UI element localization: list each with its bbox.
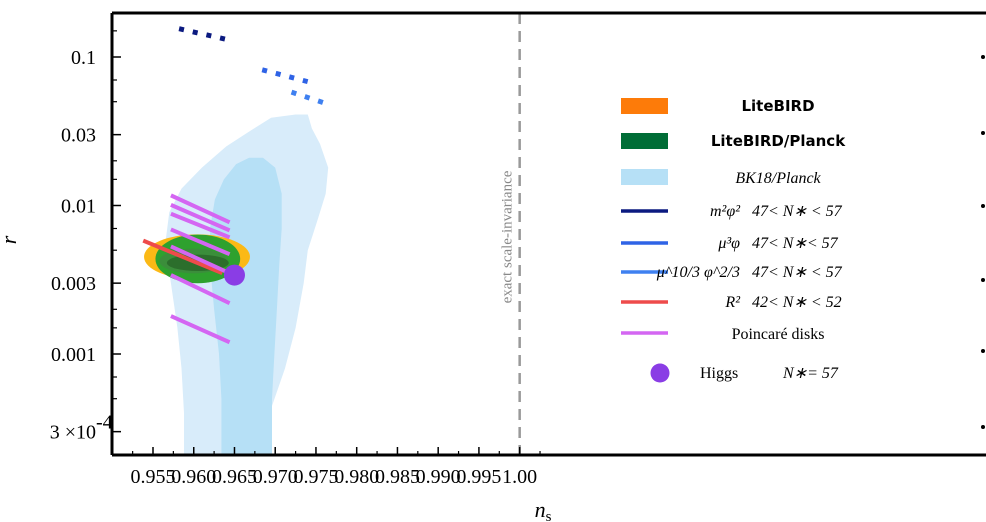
model-points: [223, 264, 245, 286]
legend-mu103phi23-label: μ^10/3 φ^2/3: [656, 264, 740, 281]
series-poincare-10: [170, 314, 231, 345]
legend-mu3phi-label: μ³φ: [717, 235, 740, 252]
series-mu103phi23-2: [290, 89, 328, 107]
right-edge-tick: [981, 204, 985, 208]
legend-bk18-swatch: [621, 169, 668, 185]
y-tick-label: 3 ×10: [50, 422, 96, 444]
y-tick-label: 0.003: [51, 273, 96, 295]
series-r2-3: [142, 238, 224, 276]
model-curves: [142, 26, 328, 345]
legend: LiteBIRD LiteBIRD/Planck BK18/Planck m²φ² 47…: [621, 97, 846, 383]
legend-litebird-label: LiteBIRD: [741, 97, 814, 115]
x-tick-label: 0.995: [456, 466, 501, 488]
right-edge-tick: [981, 349, 985, 353]
legend-litebird_planck-swatch: [621, 133, 668, 149]
series-mu3phi-1: [261, 67, 310, 85]
legend-higgs-label: Higgs: [700, 365, 738, 382]
x-tick-label: 0.970: [253, 466, 298, 488]
legend-higgs-range: N∗= 57: [782, 365, 839, 382]
legend-mu3phi-range: 47< N∗< 57: [752, 235, 839, 252]
y-tick-label: 0.1: [71, 47, 96, 69]
axes: 0.9550.9600.9650.9700.9750.9800.9850.990…: [50, 30, 985, 488]
x-tick-label: 0.980: [334, 466, 379, 488]
legend-poincare-label: Poincaré disks: [732, 326, 825, 343]
right-edge-tick: [981, 131, 985, 135]
y-axis-title: r: [0, 235, 21, 244]
right-edge-tick: [981, 55, 985, 59]
y-tick-label: 0.001: [51, 344, 96, 366]
x-tick-label: 0.985: [375, 466, 420, 488]
legend-m2phi2-range: 47< N∗ < 57: [752, 203, 843, 220]
right-edge-tick: [981, 278, 985, 282]
y-tick-label: 0.03: [61, 125, 96, 147]
series-poincare-5: [170, 203, 231, 233]
series-poincare-4: [170, 193, 231, 225]
legend-r2-range: 42< N∗ < 52: [752, 294, 842, 311]
y-tick-label: 0.01: [61, 196, 96, 218]
right-edge-tick: [981, 425, 985, 429]
region-bk18-planck-68: [210, 157, 282, 455]
series-poincare-6: [170, 211, 231, 240]
contour-regions: [144, 114, 329, 455]
x-axis-title: ns: [535, 497, 552, 522]
x-tick-label: 0.975: [293, 466, 338, 488]
point-higgs: [223, 264, 245, 286]
x-tick-label: 0.965: [212, 466, 257, 488]
legend-r2-label: R²: [724, 294, 741, 311]
series-m2phi2-0: [178, 26, 231, 43]
series-poincare-8: [170, 244, 231, 276]
series-poincare-7: [170, 227, 231, 257]
x-tick-label: 0.955: [131, 466, 176, 488]
x-tick-label: 0.990: [416, 466, 461, 488]
legend-m2phi2-label: m²φ²: [710, 203, 741, 220]
legend-higgs-swatch: [650, 363, 670, 383]
x-tick-label: 0.960: [171, 466, 216, 488]
legend-litebird-swatch: [621, 98, 668, 114]
series-poincare-9: [170, 273, 231, 305]
x-tick-label: 1.00: [502, 466, 537, 488]
y-tick-exponent: -4: [96, 412, 113, 434]
legend-bk18-label: BK18/Planck: [735, 170, 821, 187]
legend-mu103phi23-range: 47< N∗ < 57: [752, 264, 843, 281]
legend-litebird_planck-label: LiteBIRD/Planck: [711, 132, 846, 150]
scale-invariance-label: exact scale-invariance: [500, 170, 516, 303]
